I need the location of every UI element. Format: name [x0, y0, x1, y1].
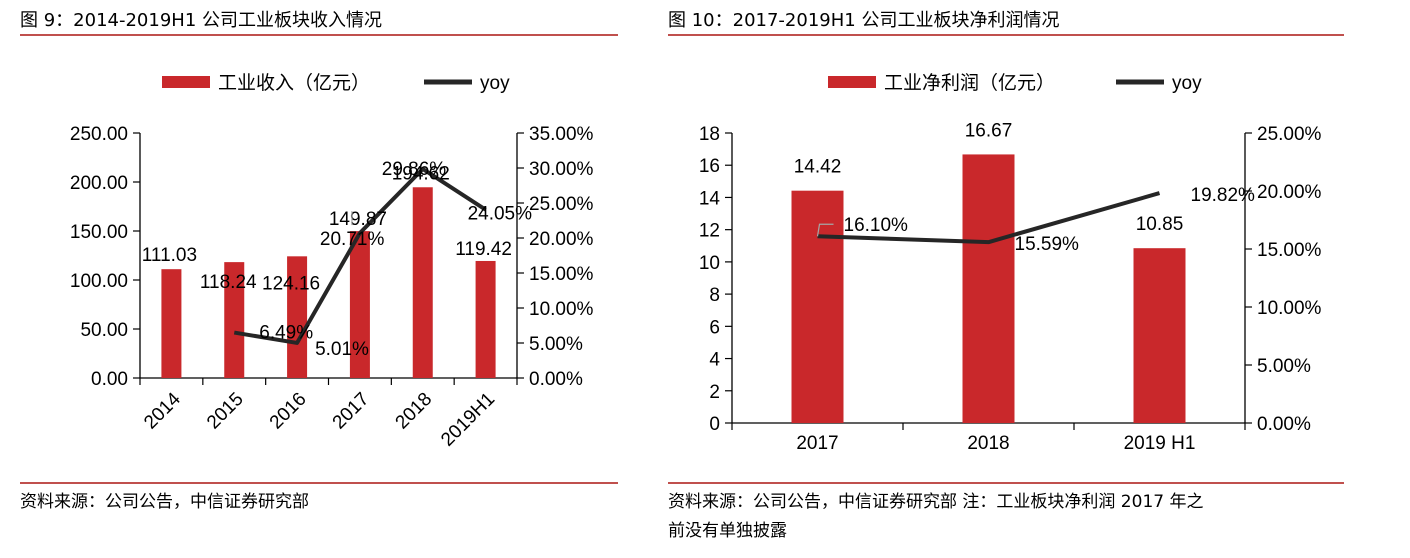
revenue-chart: 工业收入（亿元） yoy 0.00 50.00 100.00 150.00 200.00 25…: [70, 72, 594, 451]
legend-swatch-bar: [162, 76, 210, 88]
left-axis-tick-label: 50.00: [80, 320, 128, 341]
bar: [224, 262, 245, 378]
yoy-data-label: 20.71%: [320, 229, 385, 250]
legend-label-bar: 工业收入（亿元）: [218, 72, 370, 94]
left-axis-tick-label: 4: [709, 350, 720, 371]
yoy-data-label: 24.05%: [468, 204, 533, 225]
right-axis-tick-label: 5.00%: [529, 334, 583, 355]
right-axis-tick-label: 25.00%: [1257, 124, 1322, 145]
left-axis-tick-label: 0: [709, 414, 720, 435]
bar: [962, 154, 1015, 423]
bar-data-label: 10.85: [1136, 214, 1184, 235]
source-rule: [20, 482, 618, 484]
x-axis-tick-label: 2017: [329, 389, 374, 434]
left-axis-tick-label: 100.00: [70, 271, 128, 292]
right-axis-tick-label: 15.00%: [529, 264, 594, 285]
right-axis-tick-label: 10.00%: [529, 299, 594, 320]
net-profit-chart: 工业净利润（亿元） yoy 0 2 4 6 8 10 12 14 16 18 0.00% 5.00% 10.…: [699, 72, 1322, 454]
bar: [475, 260, 496, 378]
right-axis-tick-label: 0.00%: [1257, 414, 1311, 435]
source-note-line2: 前没有单独披露: [668, 521, 787, 541]
title-rule: [668, 34, 1344, 36]
right-axis-tick-label: 25.00%: [529, 194, 594, 215]
x-axis-tick-label: 2018: [967, 433, 1009, 454]
legend-label-line: yoy: [480, 73, 510, 94]
bar: [791, 190, 844, 423]
legend-label-line: yoy: [1172, 73, 1202, 94]
bar-data-label: 124.16: [262, 273, 320, 294]
yoy-data-label: 16.10%: [844, 215, 909, 236]
bar-data-label: 194.62: [392, 163, 450, 184]
bar-data-label: 16.67: [965, 120, 1013, 141]
yoy-data-label: 6.49%: [259, 323, 313, 344]
source-note-line1: 资料来源：公司公告，中信证券研究部 注：工业板块净利润 2017 年之: [668, 492, 1204, 512]
bar: [412, 187, 433, 378]
yoy-data-label: 5.01%: [315, 339, 369, 360]
left-axis-tick-label: 6: [709, 317, 720, 338]
left-axis-tick-label: 8: [709, 285, 720, 306]
yoy-data-label: 19.82%: [1191, 185, 1256, 206]
bar: [161, 269, 182, 378]
right-axis-tick-label: 10.00%: [1257, 298, 1322, 319]
bar-data-label: 111.03: [142, 245, 197, 266]
x-axis-tick-label: 2016: [266, 389, 311, 434]
yoy-line: [233, 166, 487, 345]
x-axis-tick-label: 2018: [392, 389, 437, 434]
left-axis-tick-label: 10: [699, 253, 720, 274]
x-axis-tick-label: 2019 H1: [1124, 433, 1196, 454]
yoy-line: [817, 191, 1161, 245]
right-axis-tick-label: 5.00%: [1257, 356, 1311, 377]
left-axis-tick-label: 150.00: [70, 222, 128, 243]
label-leader-line: [816, 223, 834, 237]
legend-swatch-bar: [828, 76, 876, 88]
source-note: 资料来源：公司公告，中信证券研究部: [20, 492, 309, 512]
left-axis-tick-label: 200.00: [70, 173, 128, 194]
chart-title: 图 9：2014-2019H1 公司工业板块收入情况: [20, 10, 382, 31]
bar: [1133, 248, 1186, 423]
chart-panel-net-profit: 图 10：2017-2019H1 公司工业板块净利润情况 工业净利润（亿元） yo…: [668, 0, 1344, 558]
chart-panel-revenue: 图 9：2014-2019H1 公司工业板块收入情况 工业收入（亿元） yoy 0.…: [20, 0, 618, 558]
x-axis-tick-label: 2019H1: [437, 389, 499, 451]
x-axis-tick-label: 2015: [203, 389, 248, 434]
x-axis-tick-label: 2014: [140, 388, 185, 433]
left-axis-tick-label: 18: [699, 124, 720, 145]
chart-title: 图 10：2017-2019H1 公司工业板块净利润情况: [668, 10, 1060, 31]
right-axis-tick-label: 15.00%: [1257, 240, 1322, 261]
bar-data-label: 14.42: [794, 157, 842, 178]
title-rule: [20, 34, 618, 36]
right-axis-tick-label: 30.00%: [529, 159, 594, 180]
bar-data-label: 118.24: [200, 272, 257, 293]
right-axis-tick-label: 35.00%: [529, 124, 594, 145]
left-axis-tick-label: 12: [699, 221, 720, 242]
legend-label-bar: 工业净利润（亿元）: [884, 72, 1055, 94]
left-axis-tick-label: 0.00: [91, 369, 128, 390]
bar-data-label: 149.87: [329, 209, 387, 230]
left-axis-tick-label: 250.00: [70, 124, 128, 145]
x-axis-tick-label: 2017: [796, 433, 838, 454]
right-axis-tick-label: 20.00%: [529, 229, 594, 250]
right-axis-tick-label: 20.00%: [1257, 182, 1322, 203]
yoy-data-label: 15.59%: [1015, 234, 1080, 255]
bar-data-label: 119.42: [455, 239, 512, 260]
left-axis-tick-label: 16: [699, 156, 720, 177]
source-rule: [668, 482, 1344, 484]
bar: [287, 256, 308, 378]
bar: [349, 231, 370, 378]
yoy-data-label: 29.86%: [382, 159, 447, 180]
left-axis-tick-label: 2: [709, 382, 720, 403]
left-axis-tick-label: 14: [699, 188, 721, 209]
right-axis-tick-label: 0.00%: [529, 369, 583, 390]
